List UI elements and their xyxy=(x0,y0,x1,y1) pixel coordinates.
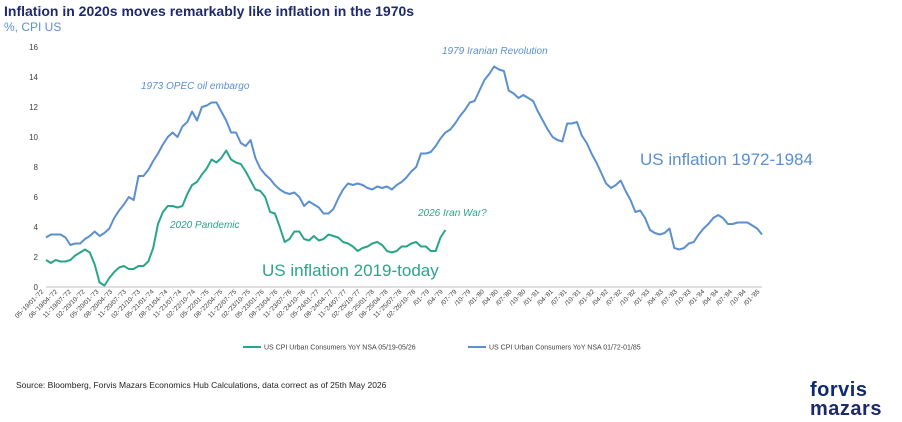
y-tick-label: 14 xyxy=(29,73,38,82)
chart-subtitle: %, CPI US xyxy=(4,20,62,34)
logo-line-2: mazars xyxy=(810,398,882,420)
chart-title: Inflation in 2020s moves remarkably like… xyxy=(4,3,415,19)
y-tick-label: 10 xyxy=(29,133,38,142)
series-lines xyxy=(45,65,763,287)
y-tick-label: 16 xyxy=(29,43,38,52)
annotation-pandemic: 2020 Pandemic xyxy=(169,220,240,231)
forvis-mazars-logo: forvis mazars xyxy=(810,379,890,420)
y-tick-label: 2 xyxy=(34,253,39,262)
annotation-iran-war: 2026 Iran War? xyxy=(417,208,487,219)
legend: US CPI Urban Consumers YoY NSA 05/19-05/… xyxy=(243,345,641,352)
legend-label: US CPI Urban Consumers YoY NSA 01/72-01/… xyxy=(489,345,641,352)
annotation-iranian-revolution: 1979 Iranian Revolution xyxy=(442,46,548,57)
source-note: Source: Bloomberg, Forvis Mazars Economi… xyxy=(16,380,387,390)
y-tick-label: 4 xyxy=(34,223,39,232)
annotation-us-inflation-2019-today: US inflation 2019-today xyxy=(262,261,439,280)
series-line-1970s xyxy=(45,65,763,251)
logo-line-1: forvis xyxy=(810,379,868,401)
y-tick-label: 8 xyxy=(34,163,39,172)
series-line-2020s xyxy=(45,149,447,287)
annotations: 1973 OPEC oil embargo 1979 Iranian Revolu… xyxy=(141,46,813,280)
y-axis: 0 2 4 6 8 10 12 14 16 xyxy=(29,43,38,292)
y-tick-label: 12 xyxy=(29,103,38,112)
x-tick-label: /01-'85 xyxy=(743,288,762,307)
line-chart: 0 2 4 6 8 10 12 14 16 05-'19/01-'7206-'19/04-'72… xyxy=(14,43,813,352)
y-tick-label: 6 xyxy=(34,193,39,202)
annotation-opec: 1973 OPEC oil embargo xyxy=(141,81,250,92)
annotation-us-inflation-1972-1984: US inflation 1972-1984 xyxy=(640,150,813,169)
x-axis: 05-'19/01-'7206-'19/04-'7211-'19/07-'720… xyxy=(14,286,762,320)
legend-label: US CPI Urban Consumers YoY NSA 05/19-05/… xyxy=(264,345,416,352)
y-tick-label: 0 xyxy=(34,283,39,292)
